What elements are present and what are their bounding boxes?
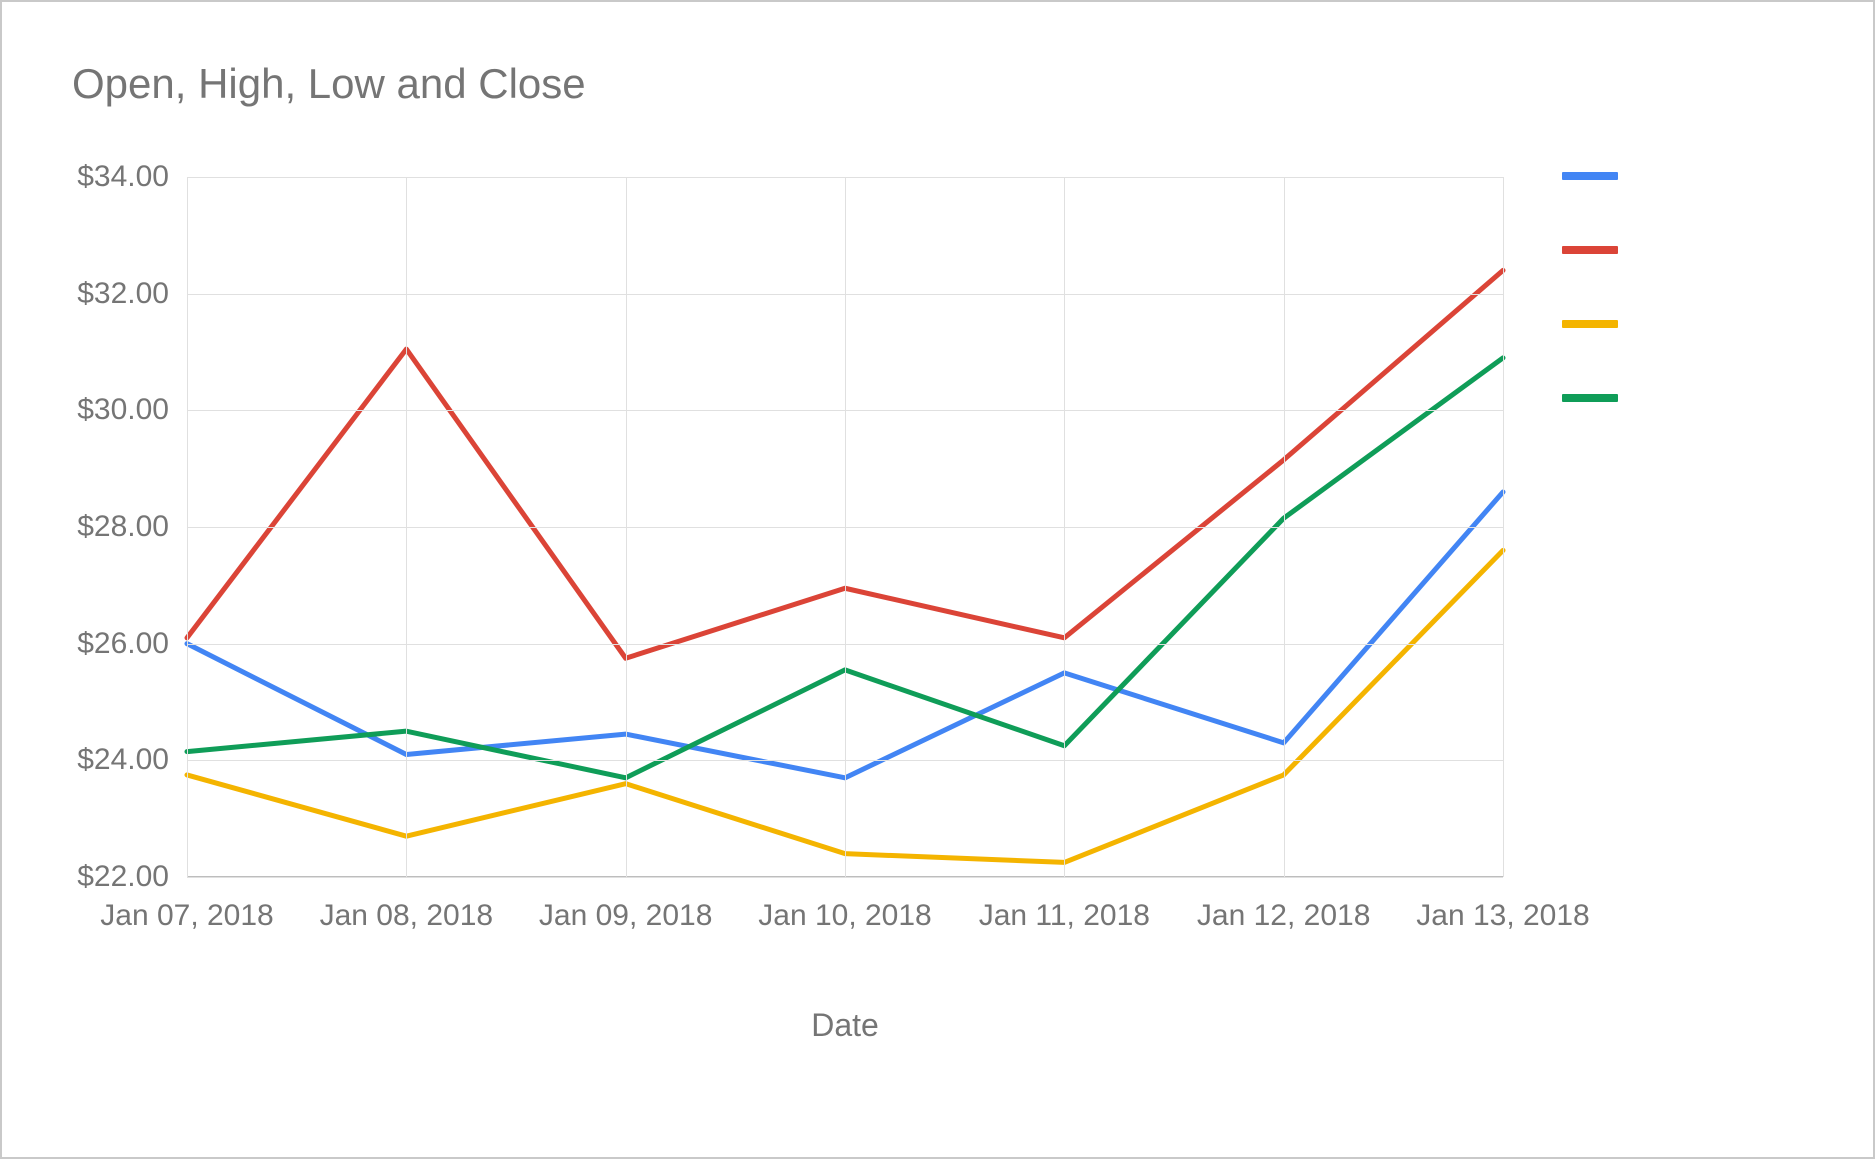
gridline-v: [1284, 177, 1285, 877]
legend-swatch: [1562, 394, 1618, 402]
x-tick-label: Jan 09, 2018: [539, 899, 712, 933]
chart-title: Open, High, Low and Close: [72, 60, 586, 108]
x-axis-title: Date: [811, 1007, 879, 1044]
plot-area: [187, 177, 1503, 877]
gridline-v: [626, 177, 627, 877]
y-tick-label: $32.00: [2, 277, 169, 311]
gridline-v: [1064, 177, 1065, 877]
legend-swatch: [1562, 320, 1618, 328]
x-tick-label: Jan 10, 2018: [758, 899, 931, 933]
y-tick-label: $22.00: [2, 860, 169, 894]
legend-swatch: [1562, 246, 1618, 254]
x-tick-label: Jan 12, 2018: [1197, 899, 1370, 933]
legend-swatch: [1562, 172, 1618, 180]
gridline-v: [406, 177, 407, 877]
y-tick-label: $30.00: [2, 393, 169, 427]
x-tick-label: Jan 11, 2018: [979, 899, 1150, 933]
y-tick-label: $28.00: [2, 510, 169, 544]
y-tick-label: $24.00: [2, 743, 169, 777]
chart-container: Open, High, Low and Close Date $22.00 $24…: [0, 0, 1875, 1159]
y-tick-label: $34.00: [2, 160, 169, 194]
x-tick-label: Jan 08, 2018: [320, 899, 493, 933]
gridline-v: [845, 177, 846, 877]
y-tick-label: $26.00: [2, 627, 169, 661]
gridline-v: [187, 177, 188, 877]
x-tick-label: Jan 07, 2018: [100, 899, 273, 933]
x-tick-label: Jan 13, 2018: [1416, 899, 1589, 933]
gridline-v: [1503, 177, 1504, 877]
gridline-h: [187, 877, 1503, 878]
